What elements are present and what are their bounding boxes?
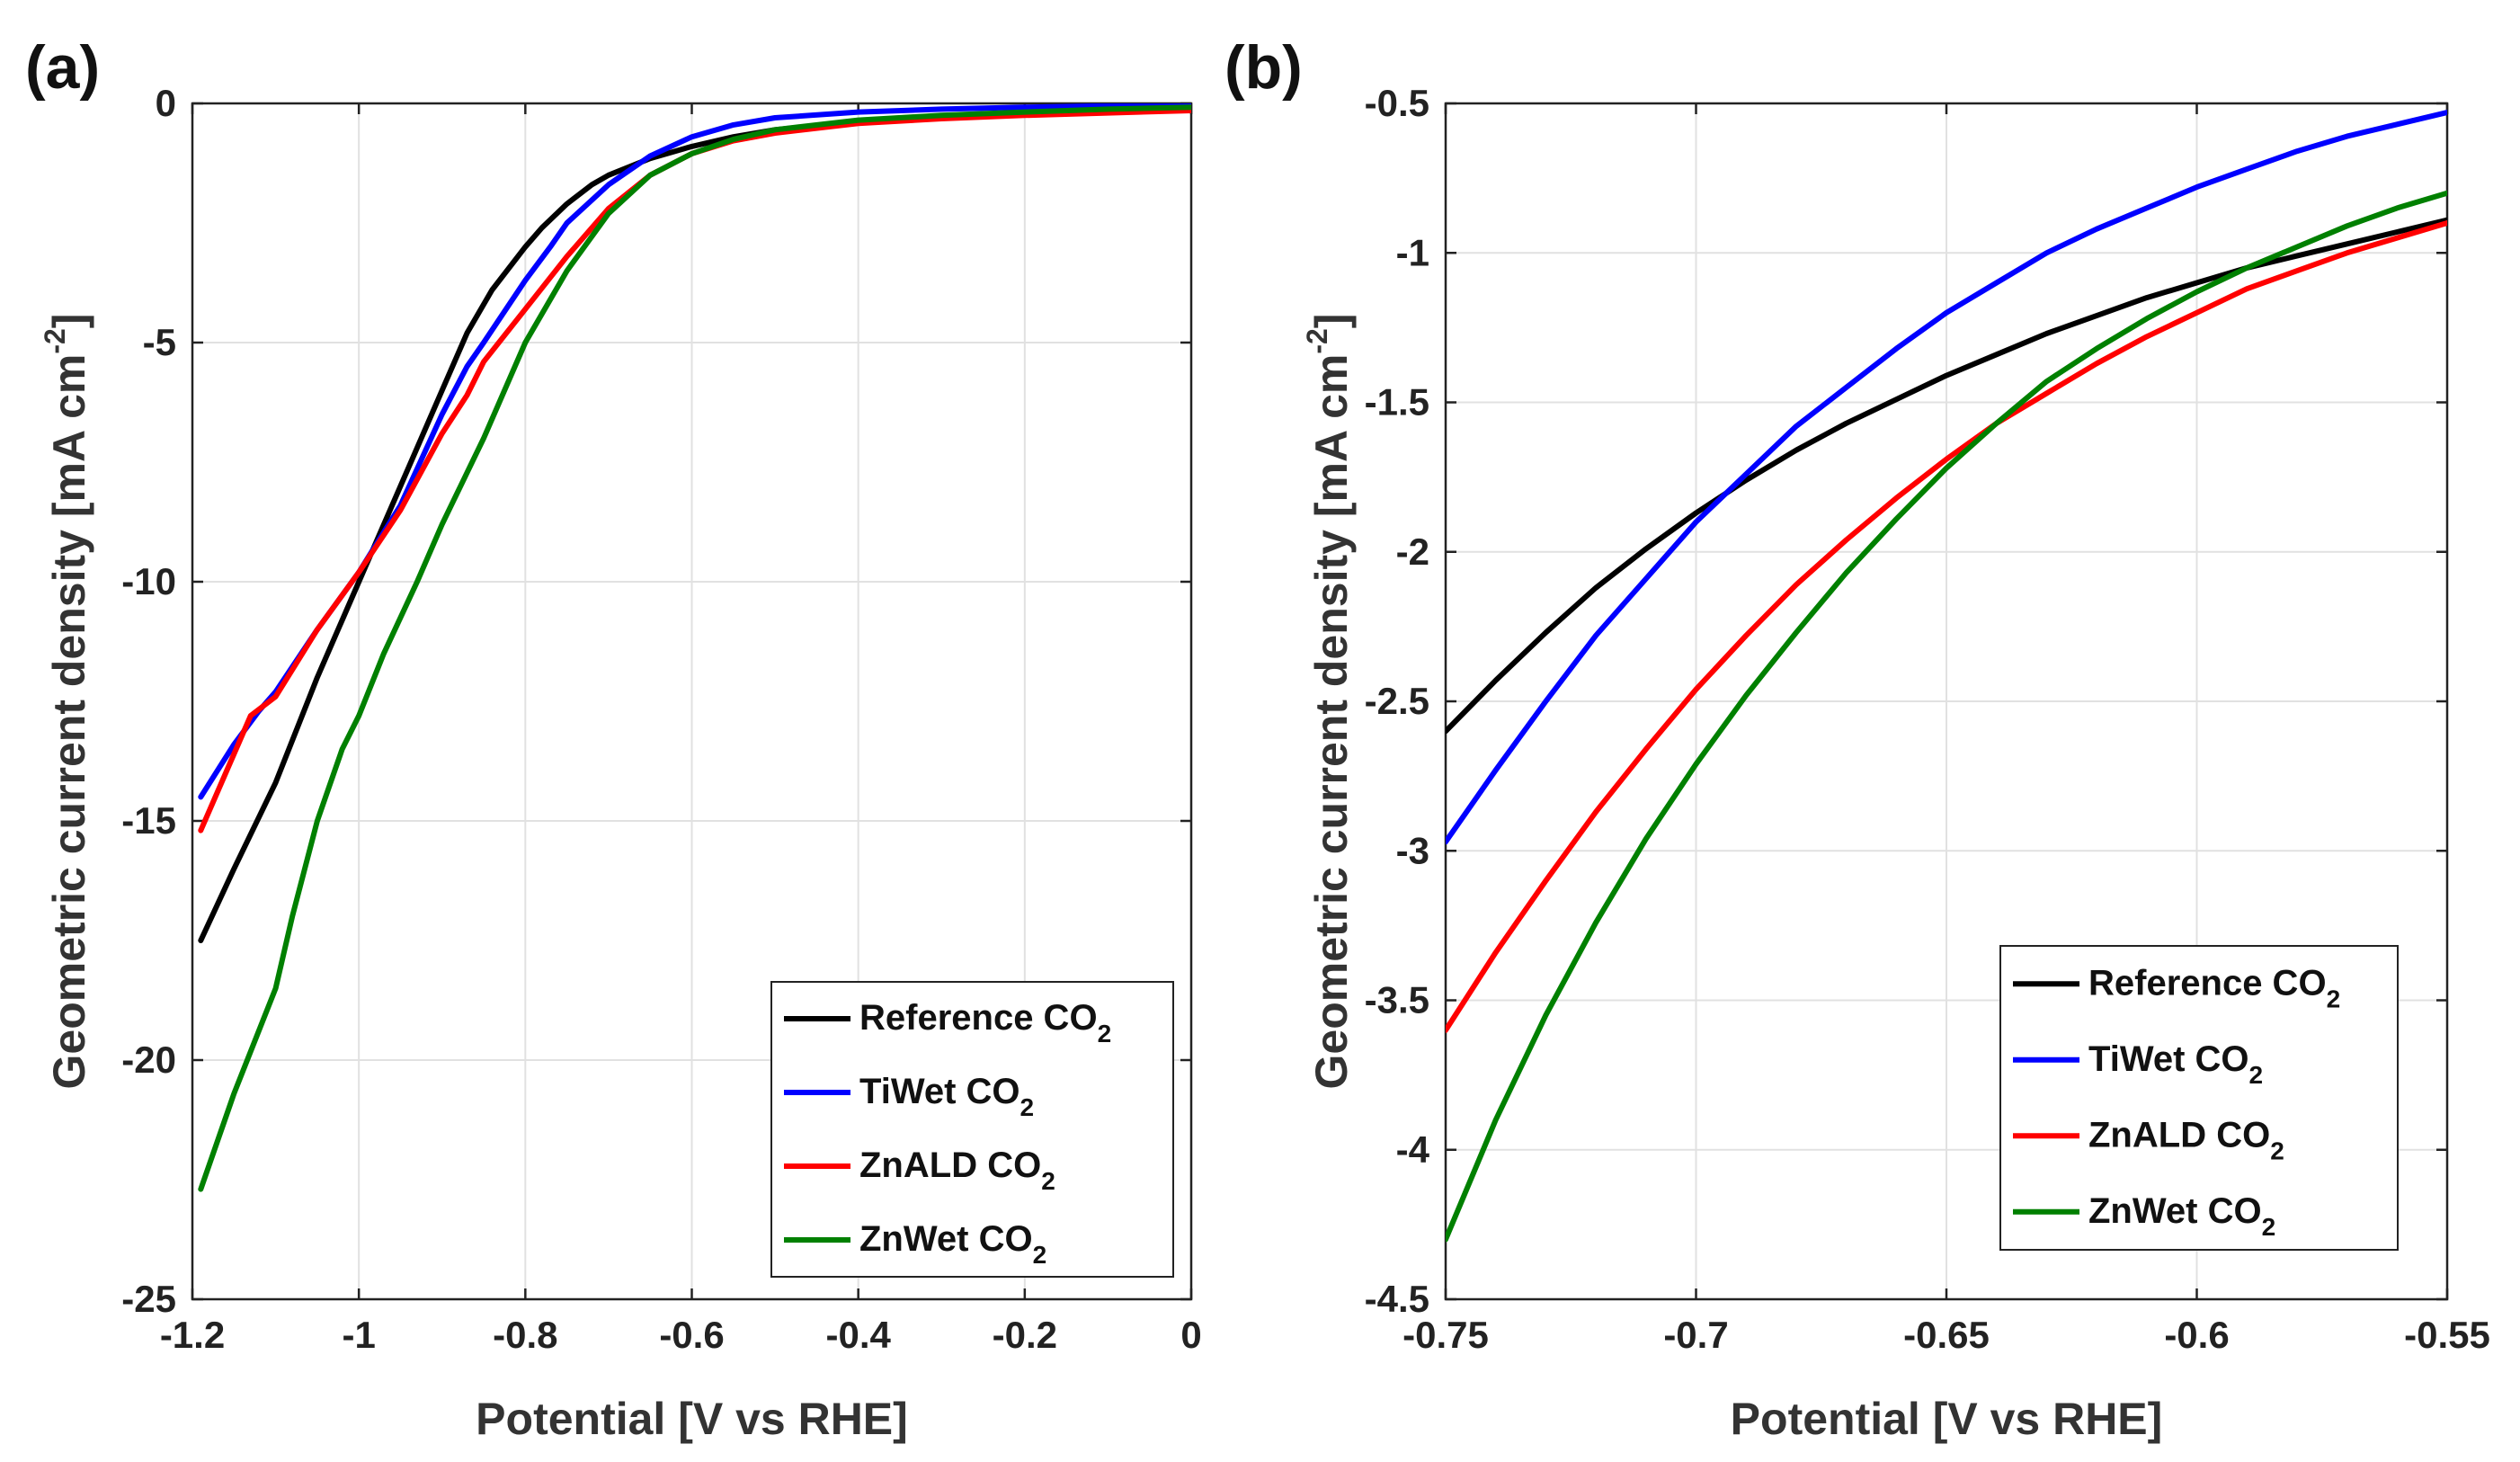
y-tick-label: -5 (143, 321, 176, 363)
x-tick-label: -1.2 (160, 1314, 225, 1356)
chart-panel-a: (a) -1.2 -1 -0.8 -0.6 -0.4 -0.2 0 0 -5 -10 -15 -20 -2… (25, 33, 1202, 1444)
y-axis-title: Geometric current density [mA cm-2] (39, 314, 94, 1090)
legend-label-reference: Reference CO2 (859, 998, 1111, 1047)
legend: Reference CO2 TiWet CO2 ZnALD CO2 ZnWet CO2 (770, 981, 1174, 1278)
legend-box (1999, 945, 2399, 1251)
x-axis-title: Potential [V vs RHE] (476, 1394, 908, 1444)
y-tick-label: -4 (1396, 1128, 1430, 1171)
x-tick-label: -0.75 (1402, 1314, 1489, 1356)
series-line-znald (198, 108, 1191, 834)
panel-label-b: (b) (1224, 33, 1303, 102)
y-tick-label: -2.5 (1365, 680, 1429, 722)
y-tick-label: -20 (121, 1039, 176, 1081)
chart-panel-b: (b) -0.75 -0.7 -0.65 -0.6 -0.55 -0.5 -1 -1.5 -2 -2… (1224, 33, 2490, 1444)
x-axis-title: Potential [V vs RHE] (1731, 1394, 2163, 1444)
legend-label-tiwet: TiWet CO2 (2088, 1039, 2263, 1089)
series-line-tiwet (198, 103, 1191, 800)
y-tick-label: 0 (156, 82, 176, 124)
x-tick-label: -0.8 (493, 1314, 557, 1356)
y-axis-title: Geometric current density [mA cm-2] (1301, 314, 1357, 1090)
x-tick-label: -0.4 (825, 1314, 891, 1356)
legend-label-tiwet: TiWet CO2 (859, 1072, 1034, 1121)
y-tick-label: -10 (121, 560, 176, 602)
legend-box (770, 981, 1174, 1278)
x-tick-label: -1 (342, 1314, 375, 1356)
series-group (198, 103, 1191, 1192)
y-tick-label: -25 (121, 1278, 176, 1320)
legend-label-znald: ZnALD CO2 (2088, 1115, 2284, 1164)
x-tick-label: -0.55 (2404, 1314, 2490, 1356)
x-tick-label: -0.7 (1663, 1314, 1728, 1356)
legend-label-znald: ZnALD CO2 (859, 1146, 1055, 1195)
series-line-znwet (1446, 190, 2447, 1243)
y-tick-label: -0.5 (1365, 82, 1429, 124)
series-line-reference (198, 105, 1191, 943)
legend: Reference CO2 TiWet CO2 ZnALD CO2 ZnWet CO2 (1999, 945, 2399, 1251)
y-tick-label: -2 (1396, 530, 1429, 573)
y-tick-label: -1 (1396, 231, 1429, 273)
y-tick-label: -3 (1396, 829, 1429, 871)
series-line-tiwet (1446, 110, 2447, 845)
y-tick-label: -15 (121, 799, 176, 842)
x-tick-label: -0.65 (1903, 1314, 1990, 1356)
x-tick-label: 0 (1180, 1314, 1201, 1356)
y-axis-title-superscript: -2 (1301, 328, 1333, 353)
series-line-znwet (198, 104, 1191, 1192)
panel-label-a: (a) (25, 33, 100, 102)
y-tick-label: -1.5 (1365, 381, 1429, 423)
legend-label-znwet: ZnWet CO2 (2088, 1191, 2275, 1241)
y-tick-label: -3.5 (1365, 979, 1429, 1021)
y-axis-title-superscript: -2 (39, 328, 71, 353)
legend-label-reference: Reference CO2 (2088, 963, 2340, 1012)
x-tick-label: -0.2 (993, 1314, 1057, 1356)
y-tick-label: -4.5 (1365, 1278, 1429, 1320)
series-line-znald (1446, 220, 2447, 1033)
series-line-reference (1446, 217, 2447, 735)
series-group (1446, 110, 2447, 1243)
x-tick-label: -0.6 (2164, 1314, 2229, 1356)
x-tick-label: -0.6 (659, 1314, 724, 1356)
legend-label-znwet: ZnWet CO2 (859, 1219, 1046, 1269)
